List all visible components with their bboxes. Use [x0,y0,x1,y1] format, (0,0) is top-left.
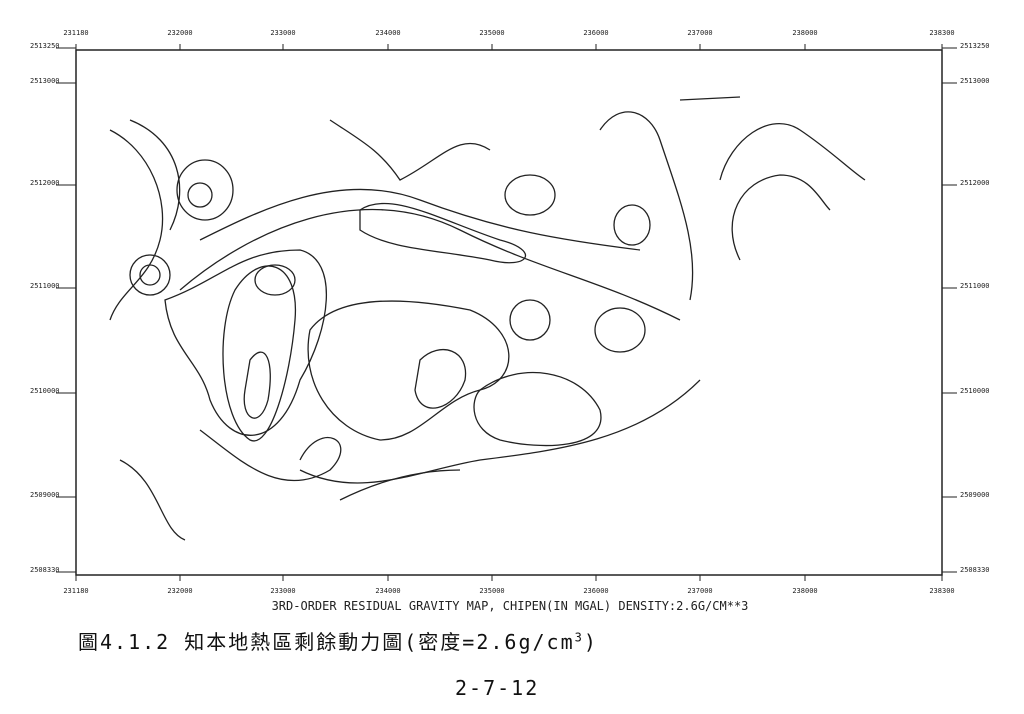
map-title: 3RD-ORDER RESIDUAL GRAVITY MAP, CHIPEN(I… [272,599,749,613]
contour-line [129,254,171,296]
contour-line [613,204,651,246]
figure-caption: 圖4.1.2 知本地熱區剩餘動力圖(密度=2.6g/cm3) [78,626,598,655]
contour-line [307,300,510,441]
y-tick-label-right: 2511000 [960,282,990,290]
contour-line [164,249,327,436]
y-tick-label-right: 2512000 [960,179,990,187]
y-tick-label-right: 2510000 [960,387,990,395]
x-tick-label-bottom: 237000 [687,587,712,595]
x-tick-label-bottom: 234000 [375,587,400,595]
x-tick-label-top: 234000 [375,29,400,37]
y-tick-label-left: 2512000 [30,179,60,187]
contour-line [222,265,297,442]
tick-labels: 231180 231180 232000 232000 233000 233000 2340… [30,29,990,595]
x-tick-label-bottom: 231180 [63,587,88,595]
contour-line [719,123,866,181]
contour-line [594,307,646,353]
y-tick-label-left: 2513250 [30,42,60,50]
y-tick-label-right: 2513250 [960,42,990,50]
x-tick-label-top: 233000 [270,29,295,37]
contour-line [179,209,681,321]
y-tick-label-left: 2508330 [30,566,60,574]
contour-line [359,202,527,264]
x-tick-label-top: 237000 [687,29,712,37]
caption-end: ) [583,630,598,654]
contour-line [509,299,551,341]
contour-line [176,159,234,221]
x-tick-label-top: 238300 [929,29,954,37]
y-tick-label-left: 2509000 [30,491,60,499]
contour-line [199,429,342,482]
contour-line [329,119,491,181]
x-tick-label-bottom: 236000 [583,587,608,595]
x-tick-label-bottom: 235000 [479,587,504,595]
contours [109,96,866,541]
x-tick-label-bottom: 232000 [167,587,192,595]
contour-line [731,174,831,261]
x-tick-label-top: 232000 [167,29,192,37]
page-number: 2-7-12 [455,676,540,700]
contour-line [199,188,641,251]
contour-line [473,371,602,447]
contour-line [129,119,181,231]
contour-line [414,349,467,409]
y-tick-label-left: 2513000 [30,77,60,85]
contour-line [139,264,161,286]
contour-line [187,182,213,208]
contour-line [254,264,296,296]
x-tick-label-top: 235000 [479,29,504,37]
contour-line [504,174,556,216]
y-tick-label-right: 2509000 [960,491,990,499]
caption-text: 圖4.1.2 知本地熱區剩餘動力圖(密度=2.6g/cm [78,630,575,654]
y-tick-label-right: 2513000 [960,77,990,85]
y-tick-label-left: 2511000 [30,282,60,290]
contour-map: 231180 231180 232000 232000 233000 233000 2340… [30,29,990,613]
map-frame [75,49,943,576]
x-tick-label-bottom: 238300 [929,587,954,595]
contour-line [679,96,741,101]
caption-superscript: 3 [574,630,584,645]
x-tick-label-bottom: 238000 [792,587,817,595]
x-tick-label-top: 238000 [792,29,817,37]
x-tick-label-top: 236000 [583,29,608,37]
contour-line [339,469,461,501]
contour-line [109,129,164,321]
x-tick-label-top: 231180 [63,29,88,37]
y-tick-label-left: 2510000 [30,387,60,395]
contour-line [299,379,701,484]
contour-line [119,459,186,541]
contour-line [599,111,694,301]
y-tick-label-right: 2508330 [960,566,990,574]
x-tick-label-bottom: 233000 [270,587,295,595]
contour-line [243,351,271,419]
